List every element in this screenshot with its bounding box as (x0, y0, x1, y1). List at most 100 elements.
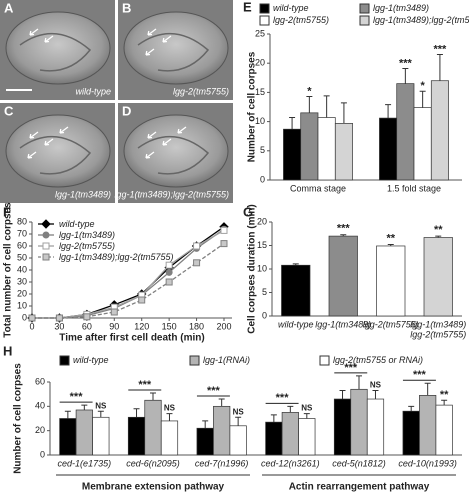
error-bar (306, 95, 313, 113)
y-axis-label: Number of cell corpses (13, 363, 24, 474)
y-tick-label: 20 (257, 216, 267, 226)
y-tick-label: 70 (17, 228, 27, 238)
y-tick-label: 0 (260, 174, 265, 184)
significance: *** (276, 392, 290, 404)
legend-label: wild-type (73, 355, 109, 365)
series-line (32, 243, 225, 319)
legend-label: lgg-2(tm5755) (59, 241, 115, 251)
significance: *** (138, 379, 152, 391)
arrow (59, 126, 69, 134)
marker (165, 261, 173, 269)
error-bar (287, 405, 294, 413)
significance: NS (370, 381, 382, 390)
y-tick-label: 0 (22, 312, 27, 322)
panel-letter: F (3, 204, 11, 219)
y-tick-label: 20 (255, 58, 265, 68)
x-tick-label: ced-6(n2095) (126, 458, 180, 468)
error-bar (402, 67, 409, 84)
image-caption: lgg-1(tm3489) (55, 189, 111, 199)
significance: * (420, 80, 425, 92)
bar (435, 404, 453, 456)
arrow (145, 151, 155, 159)
significance: *** (337, 223, 351, 235)
error-bar (303, 413, 310, 419)
x-tick-label: lgg-1(tm3489) (315, 319, 371, 329)
arrow (162, 35, 172, 43)
marker (28, 314, 36, 322)
legend-label: lgg-1(tm3489);lgg-2(tm5755) (373, 15, 469, 25)
significance: *** (413, 369, 427, 381)
panel-letter: C (4, 103, 14, 118)
legend-swatch (189, 355, 200, 366)
significance: ** (440, 389, 449, 401)
y-axis-label: Number of cell corpses (247, 51, 258, 162)
y-tick-label: 60 (35, 376, 45, 386)
legend-label: lgg-1(RNAi) (203, 355, 250, 365)
legend-swatch (259, 3, 270, 14)
x-tick-label: ced-1(e1735) (58, 458, 112, 468)
legend-label: lgg-1(tm3489) (373, 3, 429, 13)
error-bar (81, 404, 88, 410)
image-caption: wild-type (75, 86, 111, 96)
significance: NS (233, 407, 245, 416)
legend-label: lgg-2(tm5755) (273, 15, 329, 25)
marker (41, 219, 51, 229)
image-caption: lgg-2(tm5755) (173, 86, 229, 96)
bar (213, 405, 231, 456)
error-bar (289, 117, 296, 130)
x-tick-label: lgg-2(tm5755) (410, 329, 466, 339)
x-tick-label: wild-type (278, 319, 314, 329)
marker (42, 242, 50, 250)
embryo (5, 114, 111, 188)
panel-letter: B (122, 0, 131, 15)
bar (281, 412, 299, 456)
significance: *** (344, 362, 358, 374)
error-bar (150, 392, 156, 401)
marker (193, 259, 201, 267)
legend-swatch (359, 15, 370, 26)
x-tick-label: 60 (82, 321, 92, 331)
error-bar (97, 410, 104, 418)
arrow (177, 126, 187, 134)
embryo (123, 114, 229, 188)
significance: * (307, 85, 312, 97)
marker (42, 253, 50, 261)
x-tick-label: 150 (162, 321, 177, 331)
panel-letter: E (243, 0, 252, 14)
y-tick-label: 15 (255, 87, 265, 97)
y-tick-label: 5 (260, 145, 265, 155)
x-tick-label: 120 (134, 321, 149, 331)
error-bar (387, 244, 394, 246)
x-tick-label: ced-5(n1812) (332, 458, 386, 468)
group-label: Actin rearrangement pathway (289, 482, 430, 493)
y-tick-label: 0 (40, 449, 45, 459)
bar (298, 418, 316, 456)
panel-letter: D (122, 103, 131, 118)
x-tick-label: 180 (189, 321, 204, 331)
y-axis-label: Cell corpses duration (min) (247, 204, 258, 333)
embryo-fold (137, 136, 210, 175)
image-caption: lgg-1(tm3489);lgg-2(tm5755) (114, 189, 229, 199)
panel-letter: A (4, 0, 14, 15)
error-bar (435, 235, 442, 238)
arrow (27, 151, 37, 159)
y-tick-label: 30 (17, 276, 27, 286)
error-bar (64, 410, 71, 419)
embryo-fold (19, 136, 92, 175)
x-tick-label: 1.5 fold stage (387, 183, 441, 193)
legend-swatch (359, 3, 370, 14)
marker (220, 226, 228, 234)
bar (376, 245, 406, 317)
bar (300, 112, 319, 181)
arrow (44, 138, 54, 146)
x-tick-label: 200 (216, 321, 231, 331)
bar (196, 427, 214, 456)
legend-label: lgg-1(tm3489);lgg-2(tm5755) (59, 252, 174, 262)
y-tick-label: 50 (17, 252, 27, 262)
y-tick-label: 25 (255, 28, 265, 38)
marker (55, 314, 63, 322)
legend-swatch (319, 355, 330, 366)
error-bar (436, 53, 443, 81)
error-bar (339, 390, 346, 400)
embryo-fold (137, 33, 210, 72)
